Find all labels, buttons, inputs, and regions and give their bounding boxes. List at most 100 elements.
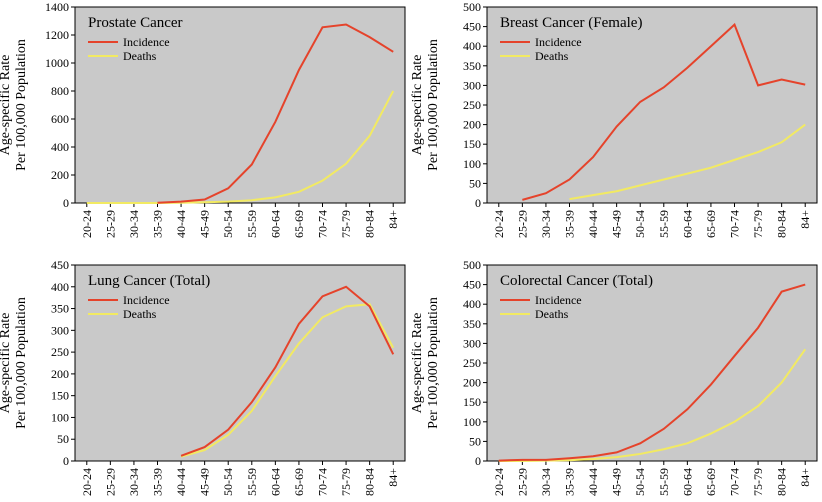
x-tick-label: 84+ (798, 210, 812, 229)
legend-label: Incidence (123, 293, 170, 307)
x-tick-label: 65-69 (292, 468, 306, 496)
y-axis-label: Per 100,000 Population (426, 39, 441, 171)
y-axis-label: Age-specific Rate (410, 313, 425, 414)
x-tick-label: 70-74 (316, 468, 330, 496)
y-tick-label: 150 (463, 395, 481, 409)
data-line (180, 303, 395, 458)
x-tick-label: 65-69 (704, 468, 718, 496)
y-axis-label: Per 100,000 Population (14, 297, 29, 429)
y-tick-label: 450 (463, 278, 481, 292)
y-tick-label: 200 (463, 118, 481, 132)
x-tick-label: 75-79 (339, 210, 353, 238)
x-tick-label: 80-84 (363, 210, 377, 238)
plot-area (74, 6, 406, 204)
x-tick-label: 80-84 (775, 468, 789, 496)
x-tick-label: 25-29 (103, 210, 117, 238)
y-tick-label: 250 (463, 98, 481, 112)
x-tick-label: 20-24 (80, 210, 94, 238)
y-tick-label: 400 (463, 297, 481, 311)
y-tick-label: 150 (463, 137, 481, 151)
y-tick-label: 400 (51, 140, 69, 154)
data-line (498, 283, 806, 462)
x-tick-label: 84+ (386, 210, 400, 229)
y-tick-label: 100 (463, 157, 481, 171)
data-line (157, 23, 394, 204)
x-tick-label: 75-79 (751, 210, 765, 238)
panel: 0 200 400 600 800 1000 1200 1400 20-24 25-29 30-34… (0, 0, 406, 238)
x-tick-label: 20-24 (492, 468, 506, 496)
x-tick-label: 50-54 (633, 468, 647, 496)
legend-label: Deaths (123, 49, 157, 63)
y-tick-label: 250 (51, 345, 69, 359)
x-tick-label: 65-69 (704, 210, 718, 238)
y-tick-label: 0 (475, 196, 481, 210)
x-tick-label: 25-29 (515, 468, 529, 496)
panel: 0 50 100 150 200 250 300 350 400 450 500 20-24 25-29… (410, 0, 818, 238)
y-tick-label: 1400 (45, 0, 69, 14)
y-tick-label: 350 (463, 59, 481, 73)
y-tick-label: 450 (51, 258, 69, 272)
x-tick-label: 70-74 (316, 210, 330, 238)
x-tick-label: 30-34 (539, 210, 553, 238)
legend-label: Deaths (535, 307, 569, 321)
legend-label: Incidence (123, 35, 170, 49)
x-tick-label: 40-44 (174, 468, 188, 496)
legend-label: Incidence (535, 35, 582, 49)
chart-title: Colorectal Cancer (Total) (500, 273, 653, 289)
legend-label: Incidence (535, 293, 582, 307)
y-tick-label: 200 (51, 168, 69, 182)
x-tick-label: 20-24 (492, 210, 506, 238)
legend-label: Deaths (535, 49, 569, 63)
y-axis-label: Age-specific Rate (410, 55, 425, 156)
x-tick-label: 45-49 (610, 468, 624, 496)
x-tick-label: 45-49 (610, 210, 624, 238)
y-tick-label: 100 (463, 415, 481, 429)
x-tick-label: 60-64 (680, 210, 694, 238)
x-tick-label: 60-64 (268, 468, 282, 496)
x-tick-label: 75-79 (751, 468, 765, 496)
x-tick-label: 50-54 (221, 468, 235, 496)
x-tick-label: 50-54 (633, 210, 647, 238)
x-tick-label: 35-39 (151, 210, 165, 238)
x-tick-label: 80-84 (775, 210, 789, 238)
plot-area (486, 6, 818, 204)
x-tick-label: 25-29 (515, 210, 529, 238)
panel: 0 50 100 150 200 250 300 350 400 450 500 20-24 25-29… (410, 258, 818, 496)
y-tick-label: 50 (469, 176, 481, 190)
y-tick-label: 400 (463, 39, 481, 53)
y-tick-label: 450 (463, 20, 481, 34)
y-tick-label: 400 (51, 280, 69, 294)
y-tick-label: 0 (63, 454, 69, 468)
x-tick-label: 70-74 (728, 210, 742, 238)
y-axis-label: Age-specific Rate (0, 313, 13, 414)
y-tick-label: 150 (51, 389, 69, 403)
plot-area (74, 264, 406, 462)
x-tick-label: 70-74 (728, 468, 742, 496)
y-tick-label: 500 (463, 258, 481, 272)
y-tick-label: 0 (63, 196, 69, 210)
x-tick-label: 40-44 (586, 210, 600, 238)
x-tick-label: 30-34 (127, 468, 141, 496)
legend-label: Deaths (123, 307, 157, 321)
y-tick-label: 300 (463, 78, 481, 92)
data-line (86, 90, 395, 204)
y-tick-label: 0 (475, 454, 481, 468)
x-tick-label: 20-24 (80, 468, 94, 496)
chart-title: Lung Cancer (Total) (88, 273, 210, 289)
y-tick-label: 200 (463, 376, 481, 390)
x-tick-label: 40-44 (586, 468, 600, 496)
data-line (180, 285, 395, 457)
y-tick-label: 800 (51, 84, 69, 98)
y-tick-label: 1000 (45, 56, 69, 70)
y-tick-label: 300 (463, 336, 481, 350)
x-tick-label: 75-79 (339, 468, 353, 496)
x-tick-label: 65-69 (292, 210, 306, 238)
x-tick-label: 84+ (798, 468, 812, 487)
x-tick-label: 55-59 (657, 210, 671, 238)
x-tick-label: 50-54 (221, 210, 235, 238)
x-tick-label: 40-44 (174, 210, 188, 238)
panel: 0 50 100 150 200 250 300 350 400 450 20-24 25-29 30-… (0, 258, 406, 496)
x-tick-label: 55-59 (657, 468, 671, 496)
x-tick-label: 80-84 (363, 468, 377, 496)
